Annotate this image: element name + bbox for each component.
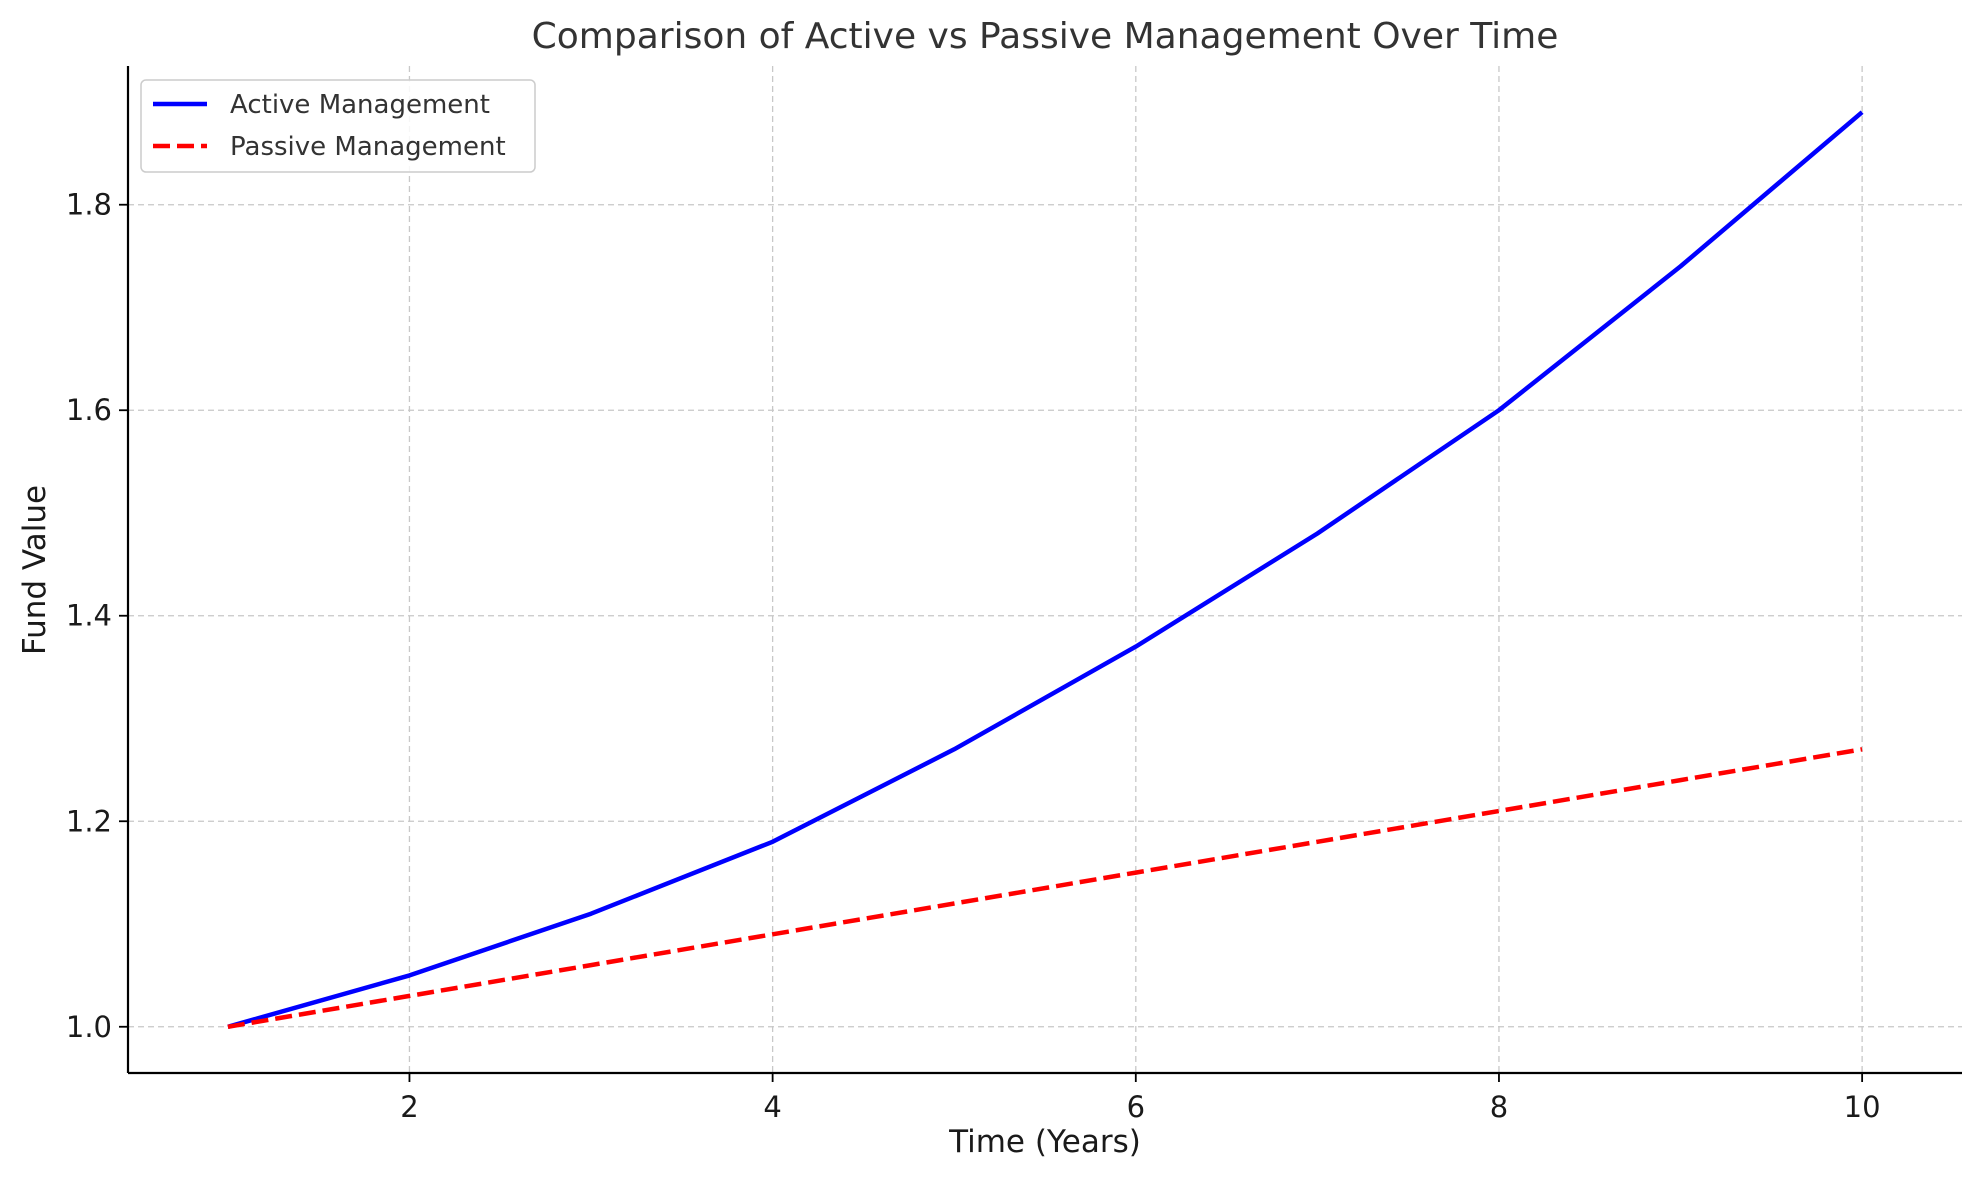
- y-axis-ticks: 1.0 1.2 1.4 1.6 1.8: [66, 188, 128, 1044]
- x-tick-label: 8: [1490, 1090, 1508, 1124]
- y-tick-label: 1.0: [66, 1010, 112, 1044]
- legend-box: [140, 79, 536, 173]
- y-tick-label: 1.4: [66, 599, 112, 633]
- x-axis-ticks: 2 4 6 8 10: [400, 1073, 1881, 1124]
- grid: [128, 66, 1962, 1073]
- x-tick-label: 10: [1844, 1090, 1881, 1124]
- x-tick-label: 6: [1127, 1090, 1145, 1124]
- y-axis-label: Fund Value: [17, 485, 53, 655]
- series-lines: [227, 110, 1864, 1030]
- legend-label: Active Management: [230, 90, 490, 120]
- x-tick-label: 4: [763, 1090, 781, 1124]
- x-axis-label: Time (Years): [948, 1124, 1141, 1160]
- y-tick-label: 1.2: [66, 804, 112, 838]
- y-tick-label: 1.8: [66, 188, 112, 222]
- series-line-active: [227, 110, 1864, 1029]
- series-line-passive: [227, 747, 1863, 1030]
- chart-title: Comparison of Active vs Passive Manageme…: [532, 16, 1559, 57]
- legend-label: Passive Management: [230, 132, 506, 162]
- y-tick-label: 1.6: [66, 393, 112, 427]
- x-tick-label: 2: [400, 1090, 418, 1124]
- legend: Active Management Passive Management: [140, 79, 536, 173]
